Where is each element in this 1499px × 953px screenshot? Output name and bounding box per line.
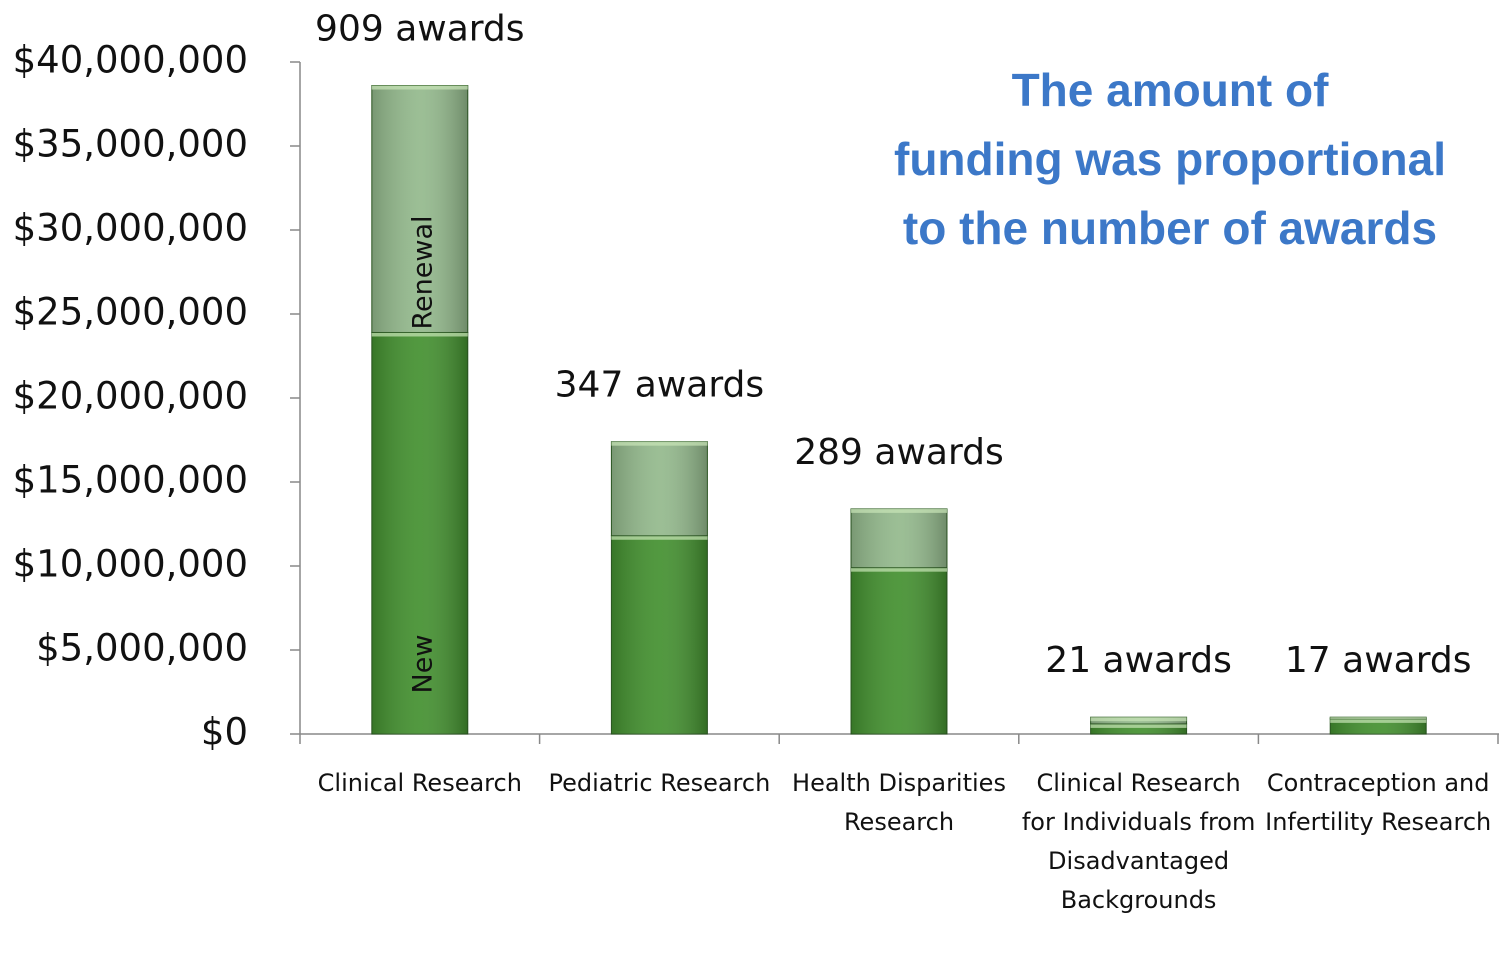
- bar-highlight: [371, 85, 468, 90]
- y-tick-label: $15,000,000: [13, 459, 248, 502]
- y-tick-label: $25,000,000: [13, 291, 248, 334]
- annotation: 347 awards: [555, 365, 765, 406]
- annotation: 21 awards: [1045, 640, 1232, 681]
- bar-highlight: [851, 508, 947, 513]
- y-tick-label: $20,000,000: [13, 375, 248, 418]
- title-line: funding was proportional: [894, 133, 1446, 185]
- title-line: to the number of awards: [902, 202, 1438, 254]
- title-line: The amount of: [1011, 64, 1329, 116]
- bar-highlight: [1090, 717, 1187, 722]
- bar-highlight: [1330, 718, 1427, 723]
- bar-shade: [851, 508, 947, 568]
- bar-shade: [371, 85, 468, 333]
- series-label: Renewal: [407, 215, 438, 329]
- annotation: 289 awards: [794, 432, 1004, 473]
- bar-shade: [851, 567, 947, 734]
- x-tick-label: Health Disparities Research: [792, 769, 1006, 836]
- chart-title: The amount of funding was proportional to …: [840, 56, 1499, 263]
- series-label: New: [407, 635, 438, 694]
- y-tick-label: $5,000,000: [36, 627, 248, 670]
- bar-highlight: [611, 535, 708, 540]
- bar-shade: [611, 535, 708, 734]
- bar-highlight: [851, 567, 947, 572]
- bar-highlight: [611, 441, 708, 446]
- bar-shade: [371, 332, 468, 734]
- x-tick-label: Contraception and Infertility Research: [1265, 769, 1492, 836]
- bar-shade: [611, 441, 708, 536]
- bar-highlight: [1330, 717, 1427, 719]
- y-tick-label: $40,000,000: [13, 39, 248, 82]
- annotation: 909 awards: [315, 9, 525, 50]
- x-tick-label: Clinical Research: [317, 769, 522, 797]
- x-tick-label: Clinical Research for Individuals from D…: [1021, 769, 1256, 914]
- bar-highlight: [371, 332, 468, 337]
- bar-shade: [1090, 723, 1187, 734]
- y-tick-label: $0: [201, 711, 248, 754]
- x-tick-label: Pediatric Research: [548, 769, 771, 797]
- y-tick-label: $30,000,000: [13, 207, 248, 250]
- annotation: 17 awards: [1285, 640, 1472, 681]
- bar-highlight: [1090, 723, 1187, 728]
- y-tick-label: $35,000,000: [13, 123, 248, 166]
- y-tick-label: $10,000,000: [13, 543, 248, 586]
